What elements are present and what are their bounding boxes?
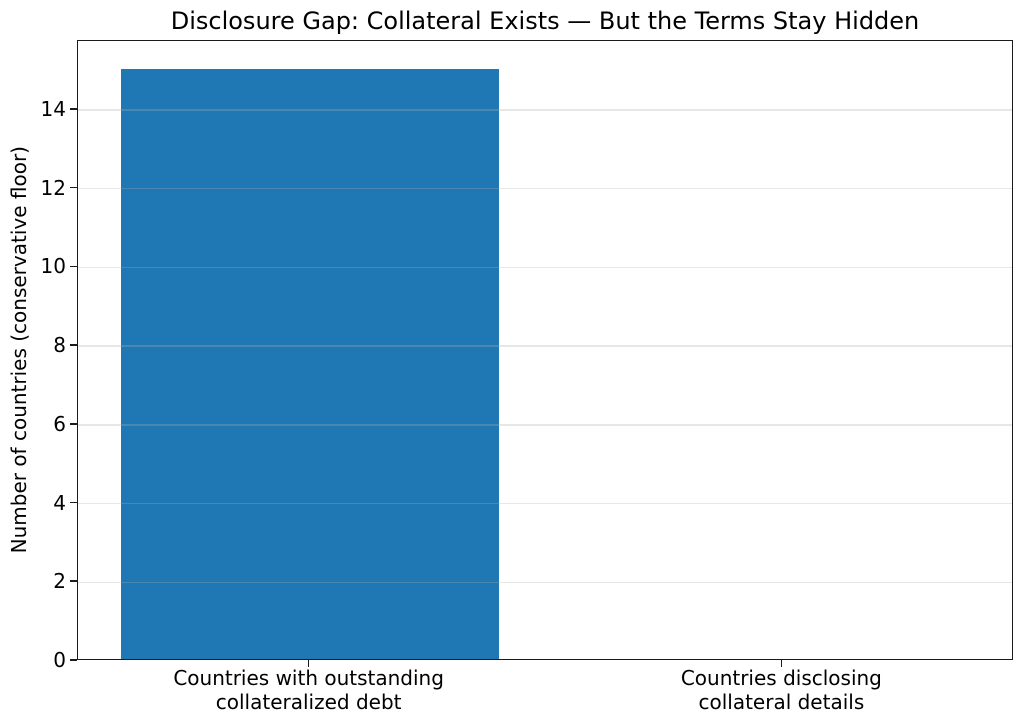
gridline [78, 502, 1012, 505]
x-tick-mark [780, 660, 783, 667]
x-tick-mark [307, 660, 310, 667]
y-tick-label: 12 [40, 175, 66, 200]
y-tick-label: 10 [40, 254, 66, 279]
y-tick-label: 0 [53, 648, 66, 672]
y-tick-mark [70, 423, 77, 425]
gridline [78, 187, 1012, 190]
y-tick-label: 8 [53, 333, 66, 358]
y-tick-label: 6 [53, 411, 66, 436]
x-tick-label-line: collateral details [698, 690, 865, 714]
y-tick-mark [70, 580, 77, 583]
bar [120, 68, 499, 659]
y-tick-mark [70, 344, 77, 346]
x-tick-label-line: collateralized debt [215, 690, 402, 714]
x-tick-label: Countries disclosing collateral details [571, 666, 991, 714]
y-tick-label: 4 [53, 490, 66, 515]
gridline [78, 109, 1012, 111]
y-tick-label: 2 [53, 569, 66, 594]
gridline [78, 424, 1012, 426]
gridline [78, 581, 1012, 583]
x-tick-label: Countries with outstanding collateralized… [99, 666, 519, 714]
y-tick-mark [70, 501, 77, 504]
y-tick-label: 14 [40, 96, 66, 121]
y-tick-mark [70, 659, 77, 661]
x-tick-label-line: Countries disclosing [680, 666, 882, 690]
y-tick-mark [70, 108, 77, 110]
gridline [78, 345, 1012, 347]
chart-title: Disclosure Gap: Collateral Exists — But … [170, 7, 920, 35]
plot-area [77, 40, 1013, 660]
y-tick-mark [70, 265, 77, 268]
y-tick-mark [70, 186, 77, 189]
gridline [78, 266, 1012, 269]
x-tick-label-line: Countries with outstanding [173, 666, 444, 690]
